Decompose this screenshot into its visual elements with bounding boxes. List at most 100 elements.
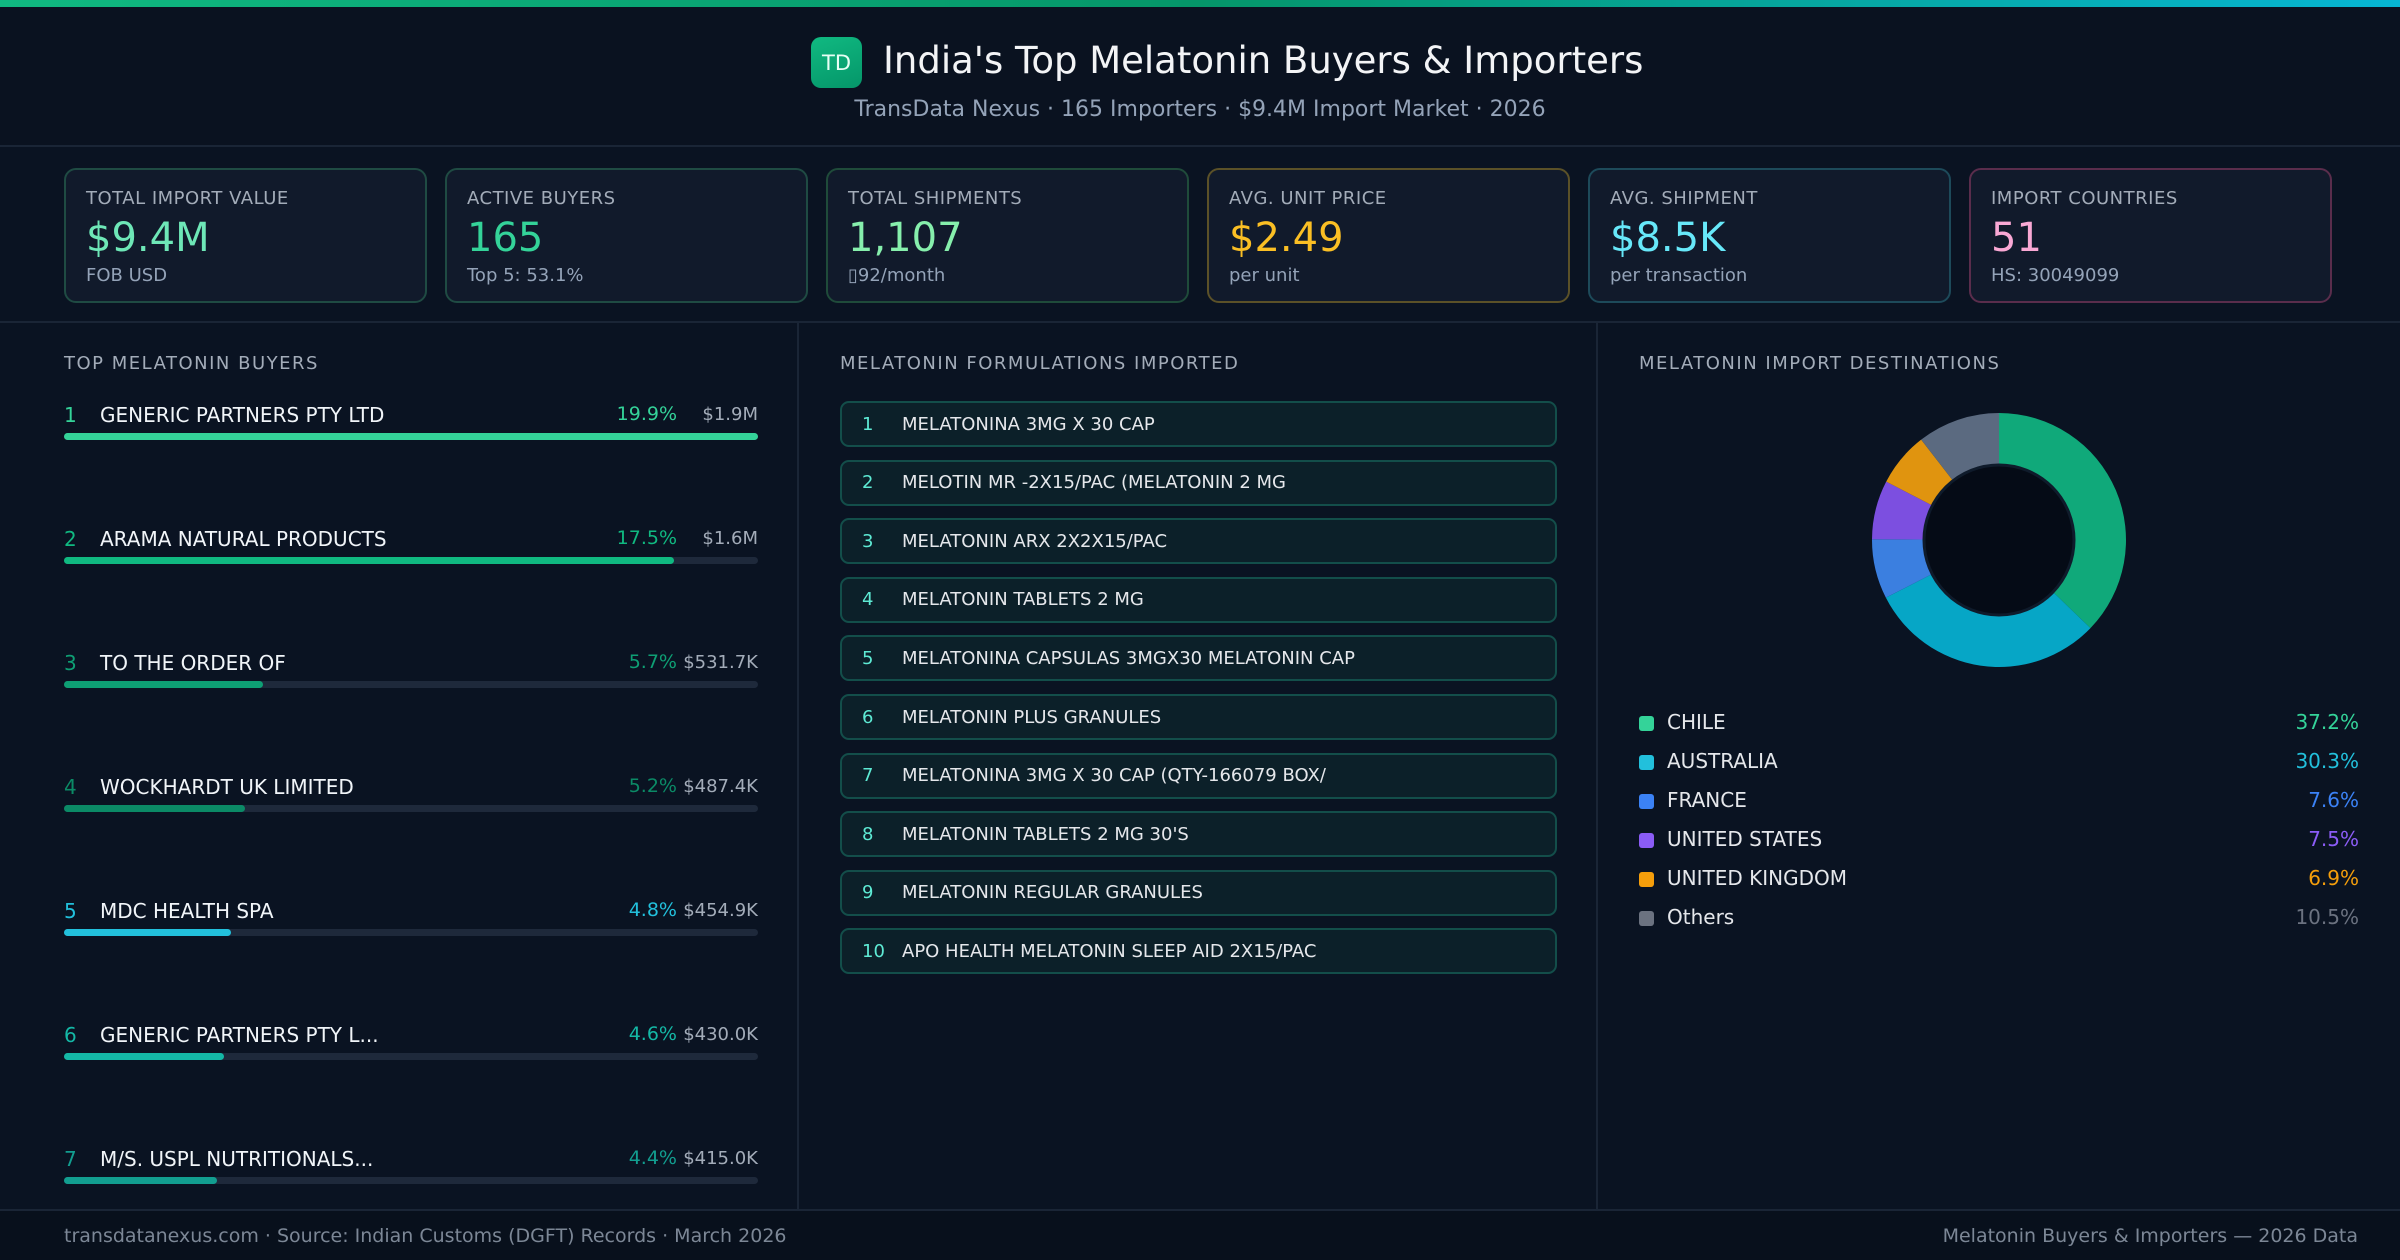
formulations-panel: MELATONIN FORMULATIONS IMPORTED 1 MELATON…	[799, 323, 1598, 1209]
logo: TD	[811, 37, 862, 88]
legend-swatch	[1639, 716, 1654, 731]
share-bar-track	[64, 681, 758, 688]
legend-label: UNITED KINGDOM	[1667, 866, 1847, 890]
formulation-row[interactable]: 5 MELATONINA CAPSULAS 3MGX30 MELATONIN CA…	[840, 635, 1557, 682]
buyer-value: $531.7K	[683, 652, 758, 673]
share-bar-track	[64, 1053, 758, 1060]
legend-swatch	[1639, 833, 1654, 848]
legend-value: 37.2%	[2295, 710, 2359, 734]
share-bar-fill	[64, 1177, 218, 1184]
donut-chart	[1872, 413, 2126, 667]
formulation-row[interactable]: 8 MELATONIN TABLETS 2 MG 30'S	[840, 811, 1557, 858]
share-bar-fill	[64, 557, 675, 564]
legend-item[interactable]: FRANCE 7.6%	[1639, 786, 2359, 816]
share-bar-track	[64, 433, 758, 440]
buyer-rank: 4	[64, 775, 77, 799]
kpi-label: AVG. SHIPMENT	[1610, 188, 1758, 209]
formulation-name: MELATONIN TABLETS 2 MG 30'S	[902, 823, 1189, 845]
share-bar-track	[64, 805, 758, 812]
formulation-name: MELOTIN MR -2X15/PAC (MELATONIN 2 MG	[902, 472, 1287, 494]
donut-slice-australia[interactable]	[1885, 574, 2091, 667]
donut-slice-chile[interactable]	[1999, 413, 2126, 629]
buyer-share: 17.5%	[616, 527, 677, 549]
buyer-row[interactable]: 2 ARAMA NATURAL PRODUCTS 17.5% $1.6M	[64, 527, 758, 577]
legend-swatch	[1639, 911, 1654, 926]
footer-source: transdatanexus.com · Source: Indian Cust…	[64, 1225, 787, 1247]
buyer-name: MDC HEALTH SPA	[100, 899, 274, 923]
legend-item[interactable]: CHILE 37.2%	[1639, 708, 2359, 738]
buyer-value: $430.0K	[683, 1024, 758, 1045]
formulation-rank: 4	[862, 589, 874, 611]
formulation-row[interactable]: 7 MELATONINA 3MG X 30 CAP (QTY-166079 BOX…	[840, 752, 1557, 799]
formulation-row[interactable]: 2 MELOTIN MR -2X15/PAC (MELATONIN 2 MG	[840, 459, 1557, 506]
share-bar-track	[64, 1177, 758, 1184]
buyer-rank: 6	[64, 1023, 77, 1047]
buyer-row[interactable]: 5 MDC HEALTH SPA 4.8% $454.9K	[64, 899, 758, 949]
kpi-subtext: ▯92/month	[848, 265, 946, 286]
buyer-value: $1.6M	[702, 528, 758, 549]
buyer-rank: 1	[64, 403, 77, 427]
formulation-name: MELATONINA 3MG X 30 CAP	[902, 413, 1155, 435]
kpi-value: $8.5K	[1610, 215, 1726, 261]
legend-value: 7.5%	[2308, 827, 2359, 851]
buyer-share: 19.9%	[616, 403, 677, 425]
formulation-row[interactable]: 4 MELATONIN TABLETS 2 MG	[840, 576, 1557, 623]
kpi-card: TOTAL SHIPMENTS 1,107 ▯92/month	[826, 168, 1189, 303]
legend-value: 6.9%	[2308, 866, 2359, 890]
legend-label: Others	[1667, 905, 1735, 929]
section-title: MELATONIN IMPORT DESTINATIONS	[1639, 353, 2001, 374]
formulation-name: MELATONIN REGULAR GRANULES	[902, 882, 1203, 904]
buyer-name: GENERIC PARTNERS PTY LTD	[100, 403, 385, 427]
donut-slice-france[interactable]	[1872, 539, 1933, 598]
kpi-value: 165	[467, 215, 544, 261]
buyer-share: 5.7%	[628, 651, 677, 673]
kpi-value: 51	[1991, 215, 2042, 261]
donut-slice-united-kingdom[interactable]	[1886, 439, 1954, 506]
kpi-card: TOTAL IMPORT VALUE $9.4M FOB USD	[64, 168, 427, 303]
kpi-cards: TOTAL IMPORT VALUE $9.4M FOB USD ACTIVE BUY…	[64, 168, 2332, 303]
formulation-row[interactable]: 6 MELATONIN PLUS GRANULES	[840, 694, 1557, 740]
kpi-card: AVG. UNIT PRICE $2.49 per unit	[1207, 168, 1570, 303]
kpi-subtext: Top 5: 53.1%	[467, 265, 584, 286]
legend-swatch	[1639, 872, 1654, 887]
buyer-share: 5.2%	[628, 775, 677, 797]
header: TD India's Top Melatonin Buyers & Import…	[0, 7, 2400, 147]
formulation-row[interactable]: 10 APO HEALTH MELATONIN SLEEP AID 2X15/PA…	[840, 928, 1557, 975]
kpi-card: AVG. SHIPMENT $8.5K per transaction	[1588, 168, 1951, 303]
share-bar-fill	[64, 929, 232, 936]
legend-value: 7.6%	[2308, 788, 2359, 812]
legend-item[interactable]: UNITED STATES 7.5%	[1639, 825, 2359, 855]
buyer-row[interactable]: 4 WOCKHARDT UK LIMITED 5.2% $487.4K	[64, 775, 758, 825]
kpi-label: TOTAL IMPORT VALUE	[86, 188, 289, 209]
kpi-card: ACTIVE BUYERS 165 Top 5: 53.1%	[445, 168, 808, 303]
buyer-share: 4.4%	[628, 1147, 677, 1169]
kpi-label: AVG. UNIT PRICE	[1229, 188, 1387, 209]
legend-item[interactable]: UNITED KINGDOM 6.9%	[1639, 864, 2359, 894]
formulation-rank: 1	[862, 413, 874, 435]
formulation-rank: 5	[862, 647, 874, 669]
buyer-row[interactable]: 7 M/S. USPL NUTRITIONALS... 4.4% $415.0K	[64, 1147, 758, 1197]
buyers-panel: TOP MELATONIN BUYERS 1 GENERIC PARTNERS P…	[0, 323, 799, 1209]
donut-slice-united-states[interactable]	[1872, 481, 1933, 540]
buyer-name: GENERIC PARTNERS PTY L...	[100, 1023, 379, 1047]
buyer-value: $487.4K	[683, 776, 758, 797]
legend-item[interactable]: AUSTRALIA 30.3%	[1639, 747, 2359, 777]
legend-value: 10.5%	[2295, 905, 2359, 929]
formulation-rank: 7	[862, 765, 874, 787]
formulation-rank: 10	[862, 940, 885, 962]
formulation-row[interactable]: 9 MELATONIN REGULAR GRANULES	[840, 869, 1557, 916]
buyer-row[interactable]: 3 TO THE ORDER OF 5.7% $531.7K	[64, 651, 758, 701]
share-bar-fill	[64, 681, 263, 688]
buyer-name: M/S. USPL NUTRITIONALS...	[100, 1147, 374, 1171]
footer: transdatanexus.com · Source: Indian Cust…	[0, 1209, 2400, 1260]
formulation-row[interactable]: 3 MELATONIN ARX 2X2X15/PAC	[840, 518, 1557, 565]
donut-slice-others[interactable]	[1921, 413, 1999, 481]
legend-swatch	[1639, 755, 1654, 770]
buyer-row[interactable]: 6 GENERIC PARTNERS PTY L... 4.6% $430.0K	[64, 1023, 758, 1073]
destinations-panel: MELATONIN IMPORT DESTINATIONS CHILE 37.2%…	[1598, 323, 2400, 1209]
kpi-value: 1,107	[848, 215, 963, 261]
buyer-row[interactable]: 1 GENERIC PARTNERS PTY LTD 19.9% $1.9M	[64, 403, 758, 453]
legend-label: CHILE	[1667, 710, 1726, 734]
formulation-row[interactable]: 1 MELATONINA 3MG X 30 CAP	[840, 401, 1557, 447]
legend-item[interactable]: Others 10.5%	[1639, 903, 2359, 933]
